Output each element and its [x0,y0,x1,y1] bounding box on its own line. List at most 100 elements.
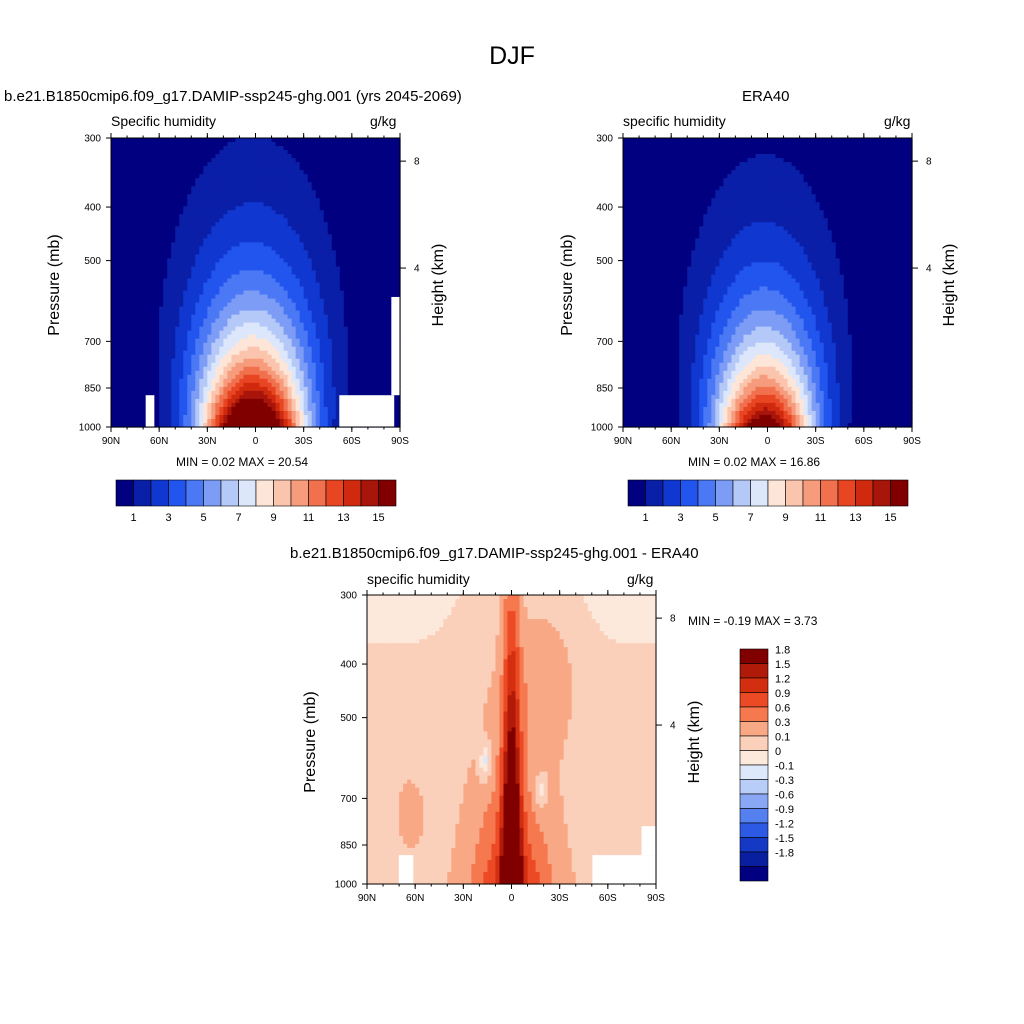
panel1-colorbar-box [325,479,344,507]
panel3-x-tick-label: 60S [599,893,617,904]
panel2-y-tick-label: 500 [596,256,613,267]
panel3-colorbar-label: -0.1 [775,761,794,773]
panel3-colorbar-box [739,764,769,780]
panel3-colorbar-label: 1.8 [775,645,790,657]
panel3-colorbar-label: 0.9 [775,688,790,700]
panel3-x-tick-label: 30N [454,893,472,904]
panel2-colorbar-box [802,479,821,507]
panel3-topography-mask [641,826,656,856]
panel3-colorbar-box [739,721,769,737]
panel1-colorbar-box [133,479,152,507]
panel1-x-tick-label: 60S [343,436,361,447]
panel1-colorbar-box [378,479,397,507]
panel2-colorbar-label: 11 [815,512,826,524]
panel1-topography-mask [391,296,400,396]
panel1-colorbar-box [238,479,257,507]
panel2-x-tick-label: 90N [614,436,632,447]
panel1-colorbar-box [273,479,292,507]
panel1-colorbar-box [308,479,327,507]
panel2-y-tick-label: 400 [596,203,613,214]
panel3-colorbar-label: 0.6 [775,703,790,715]
panel2-y-tick-label: 300 [596,134,613,145]
panel3-colorbar-label: -0.9 [775,804,794,816]
panel1-colorbar-box [343,479,362,507]
panel1-variable-label: Specific humidity [111,113,217,129]
panel3-colorbar-box [739,793,769,809]
panel1-stats: MIN = 0.02 MAX = 20.54 [176,455,309,469]
panel3-colorbar-label: -0.3 [775,775,794,787]
panel1-colorbar-box [168,479,187,507]
panel1-title: b.e21.B1850cmip6.f09_g17.DAMIP-ssp245-gh… [4,88,462,105]
panel1-y-tick-label: 300 [84,134,101,145]
panel2-colorbar-box [750,479,769,507]
panel2-colorbar-label: 15 [884,512,896,524]
panel3-colorbar-box [739,706,769,722]
panel3-colorbar-box [739,851,769,867]
panel1-colorbar-label: 13 [337,512,349,524]
panel3-x-tick-label: 0 [509,893,515,904]
panel1-colorbar-label: 5 [200,512,206,524]
panel2-colorbar-label: 1 [642,512,648,524]
panel2-colorbar-box [890,479,909,507]
panel2-colorbar-box [837,479,856,507]
panel1-colorbar-box [220,479,239,507]
panel2-colorbar-box [645,479,664,507]
panel1-colorbar-label: 7 [235,512,241,524]
panel2-x-tick-label: 0 [765,436,771,447]
panel3-colorbar-label: 0.1 [775,732,790,744]
panel3-y-tick-label: 300 [340,591,357,602]
panel2-title: ERA40 [742,88,790,105]
panel1-y-tick-label: 500 [84,256,101,267]
panel1-colorbar-box [185,479,204,507]
panel2-colorbar-box [855,479,874,507]
panel2-colorbar-box [732,479,751,507]
main-title: DJF [489,42,535,70]
panel3-colorbar-box [739,837,769,853]
panel1-field [111,138,401,428]
panel2-colorbar-box [627,479,646,507]
panel3-colorbar-label: 0 [775,746,781,758]
panel3-colorbar-box [739,822,769,838]
panel1-colorbar-box [255,479,274,507]
panel3-units-label: g/kg [627,571,654,587]
panel3-y-tick-label: 400 [340,660,357,671]
panel1-colorbar-box [290,479,309,507]
panel3-topography-mask [398,855,414,884]
panel2-colorbar-box [697,479,716,507]
panel1-y-tick-label: 700 [84,337,101,348]
panel1-colorbar-box [115,479,134,507]
panel2-colorbar-box [662,479,681,507]
panel3-colorbar-box [739,735,769,751]
panel1-colorbar-box [203,479,222,507]
panel3-colorbar-label: -1.2 [775,819,794,831]
panel1-x-tick-label: 60N [150,436,168,447]
panel1-y-tick-label: 400 [84,203,101,214]
panel2-colorbar-label: 3 [677,512,683,524]
panel1-height-tick-label: 4 [414,264,420,275]
panel1-y-tick-label: 1000 [79,423,102,434]
panel3-field [367,595,657,885]
panel3-height-tick-label: 8 [670,614,676,625]
panel3-colorbar-label: -1.5 [775,833,794,845]
panel1-units-label: g/kg [370,113,397,129]
panel1-x-tick-label: 30N [198,436,216,447]
panel3-colorbar-box [739,648,769,664]
panel3-colorbar-box [739,692,769,708]
panel3-x-tick-label: 90S [647,893,665,904]
panel3-stats: MIN = -0.19 MAX = 3.73 [688,614,818,628]
panel2-x-tick-label: 90S [903,436,921,447]
panel2-y-tick-label: 1000 [591,423,614,434]
panel2-x-tick-label: 30N [710,436,728,447]
panel3-y-tick-label: 500 [340,713,357,724]
panel1-colorbar-label: 15 [372,512,384,524]
panel3-colorbar-box [739,808,769,824]
panel3-colorbar-label: 1.5 [775,659,790,671]
panel3-x-tick-label: 90N [358,893,376,904]
panel2-y-tick-label: 850 [596,383,613,394]
panel2-colorbar-box [820,479,839,507]
panel3-y-tick-label: 850 [340,840,357,851]
panel1-height-tick-label: 8 [414,157,420,168]
panel3-y-tick-label: 700 [340,794,357,805]
panel3-colorbar-label: -1.8 [775,848,794,860]
